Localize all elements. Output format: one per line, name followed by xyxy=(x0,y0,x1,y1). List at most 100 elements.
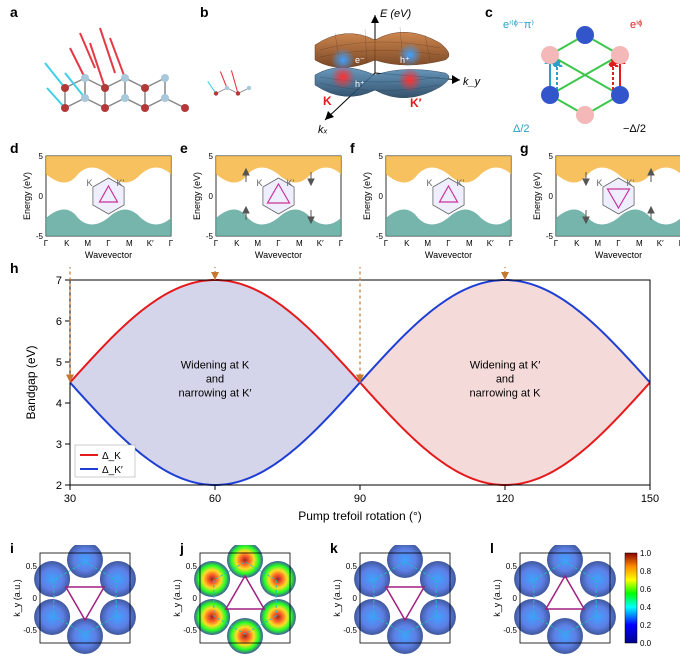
svg-text:K: K xyxy=(257,178,263,188)
svg-text:narrowing at K′: narrowing at K′ xyxy=(179,388,252,400)
svg-text:k_y (a.u.): k_y (a.u.) xyxy=(332,579,342,617)
svg-text:k_y (a.u.): k_y (a.u.) xyxy=(12,579,22,617)
svg-text:5: 5 xyxy=(549,152,554,161)
svg-text:M: M xyxy=(296,239,303,248)
svg-text:0: 0 xyxy=(209,192,214,201)
svg-text:5: 5 xyxy=(379,152,384,161)
svg-text:2: 2 xyxy=(56,480,62,492)
svg-text:M: M xyxy=(254,239,261,248)
svg-text:0: 0 xyxy=(33,594,38,603)
svg-text:Wavevector: Wavevector xyxy=(85,250,132,260)
svg-text:Γ: Γ xyxy=(509,239,514,248)
svg-text:-5: -5 xyxy=(36,232,44,241)
svg-text:-5: -5 xyxy=(546,232,554,241)
svg-text:K′: K′ xyxy=(287,178,295,188)
svg-text:0: 0 xyxy=(549,192,554,201)
svg-text:0.5: 0.5 xyxy=(506,562,518,571)
svg-text:-0.5: -0.5 xyxy=(503,626,517,635)
h-label2: h⁺ xyxy=(400,55,410,65)
svg-text:and: and xyxy=(206,374,224,386)
axis-ky-label: k_y xyxy=(463,76,482,88)
svg-text:K′: K′ xyxy=(487,239,494,248)
svg-text:Widening at K: Widening at K xyxy=(181,360,250,372)
svg-text:-0.5: -0.5 xyxy=(183,626,197,635)
svg-text:Energy (eV): Energy (eV) xyxy=(532,172,542,220)
svg-text:3: 3 xyxy=(56,439,62,451)
panel-label-c: c xyxy=(485,4,493,20)
svg-text:5: 5 xyxy=(209,152,214,161)
svg-text:-5: -5 xyxy=(206,232,214,241)
svg-text:0.5: 0.5 xyxy=(346,562,358,571)
svg-text:0.0: 0.0 xyxy=(640,639,652,648)
svg-text:90: 90 xyxy=(354,493,366,505)
svg-text:K′: K′ xyxy=(657,239,664,248)
svg-text:0.5: 0.5 xyxy=(26,562,38,571)
svg-text:60: 60 xyxy=(209,493,221,505)
svg-text:-5: -5 xyxy=(376,232,384,241)
svg-text:Γ: Γ xyxy=(44,239,49,248)
svg-text:M: M xyxy=(126,239,133,248)
panel-a-lattice xyxy=(15,8,200,138)
svg-text:-0.5: -0.5 xyxy=(343,626,357,635)
svg-text:Δ_K′: Δ_K′ xyxy=(102,465,123,476)
svg-text:K: K xyxy=(597,178,603,188)
svg-text:6: 6 xyxy=(56,316,62,328)
svg-text:120: 120 xyxy=(496,493,514,505)
svg-text:4: 4 xyxy=(56,398,62,410)
svg-text:M: M xyxy=(466,239,473,248)
svg-text:Γ: Γ xyxy=(554,239,559,248)
e-label: e⁻ xyxy=(355,55,365,65)
svg-text:30: 30 xyxy=(64,493,76,505)
svg-text:0: 0 xyxy=(39,192,44,201)
svg-text:Widening at K′: Widening at K′ xyxy=(470,360,541,372)
svg-text:K′: K′ xyxy=(147,239,154,248)
svg-text:5: 5 xyxy=(56,357,62,369)
heatmap-row: -0.500.5k_y (a.u.)-0.500.5k_y (a.u.)-0.5… xyxy=(0,545,680,660)
svg-text:Wavevector: Wavevector xyxy=(425,250,472,260)
svg-text:Wavevector: Wavevector xyxy=(595,250,642,260)
svg-text:Γ: Γ xyxy=(169,239,174,248)
h-label: h⁺ xyxy=(355,79,365,89)
svg-text:narrowing at K: narrowing at K xyxy=(470,388,542,400)
svg-text:K′: K′ xyxy=(627,178,635,188)
svg-text:1.0: 1.0 xyxy=(640,549,652,558)
svg-text:M: M xyxy=(594,239,601,248)
svg-text:K′: K′ xyxy=(457,178,465,188)
delta-minus: −Δ/2 xyxy=(623,123,646,135)
svg-text:K′: K′ xyxy=(317,239,324,248)
svg-text:Γ: Γ xyxy=(384,239,389,248)
svg-text:k_y (a.u.): k_y (a.u.) xyxy=(172,579,182,617)
svg-text:0.4: 0.4 xyxy=(640,603,652,612)
svg-text:Γ: Γ xyxy=(616,239,621,248)
svg-text:Bandgap (eV): Bandgap (eV) xyxy=(24,345,38,419)
bandstructure-row: K K′ -5 0 5 Γ K M Γ M K′ Γ Energy (eV) Wavevector K K′ -… xyxy=(0,148,680,263)
svg-text:K′: K′ xyxy=(117,178,125,188)
svg-text:Pump trefoil rotation (°): Pump trefoil rotation (°) xyxy=(298,509,422,523)
axis-kx-label: kₓ xyxy=(318,124,328,136)
svg-text:K: K xyxy=(574,239,580,248)
svg-text:K: K xyxy=(234,239,240,248)
svg-text:Energy (eV): Energy (eV) xyxy=(22,172,32,220)
svg-text:Γ: Γ xyxy=(276,239,281,248)
svg-text:0.8: 0.8 xyxy=(640,567,652,576)
svg-text:Δ_K: Δ_K xyxy=(102,451,121,462)
delta-plus: Δ/2 xyxy=(513,123,530,135)
Kp-label: K′ xyxy=(410,96,422,110)
svg-text:Γ: Γ xyxy=(339,239,344,248)
svg-text:Energy (eV): Energy (eV) xyxy=(192,172,202,220)
svg-text:0.2: 0.2 xyxy=(640,621,652,630)
svg-text:K: K xyxy=(404,239,410,248)
main-chart: 306090120150234567Pump trefoil rotation … xyxy=(15,265,675,540)
K-label: K xyxy=(323,94,332,108)
svg-text:-0.5: -0.5 xyxy=(23,626,37,635)
svg-text:0: 0 xyxy=(353,594,358,603)
svg-text:K: K xyxy=(87,178,93,188)
panel-b-bands: E (eV) k_y kₓ K K′ e⁻ h⁺ h⁺ xyxy=(205,5,485,140)
svg-text:5: 5 xyxy=(39,152,44,161)
svg-text:Γ: Γ xyxy=(106,239,111,248)
axis-e-label: E (eV) xyxy=(380,8,412,20)
svg-text:k_y (a.u.): k_y (a.u.) xyxy=(492,579,502,617)
svg-text:Energy (eV): Energy (eV) xyxy=(362,172,372,220)
svg-text:Γ: Γ xyxy=(446,239,451,248)
phase2: eⁱ⁽ᶲ⁻π⁾ xyxy=(503,19,534,31)
